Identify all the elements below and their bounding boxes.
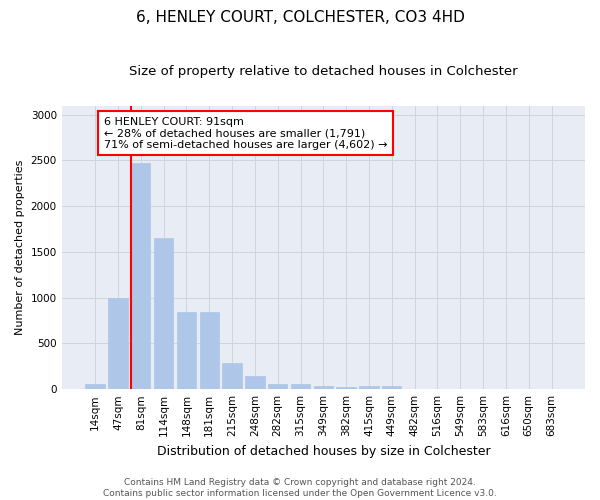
Bar	[337, 387, 356, 389]
Bar	[177, 312, 196, 389]
X-axis label: Distribution of detached houses by size in Colchester: Distribution of detached houses by size …	[157, 444, 490, 458]
Bar	[223, 362, 242, 389]
Y-axis label: Number of detached properties: Number of detached properties	[15, 160, 25, 335]
Bar	[154, 238, 173, 389]
Title: Size of property relative to detached houses in Colchester: Size of property relative to detached ho…	[129, 65, 518, 78]
Text: 6, HENLEY COURT, COLCHESTER, CO3 4HD: 6, HENLEY COURT, COLCHESTER, CO3 4HD	[136, 10, 464, 25]
Bar	[382, 386, 401, 389]
Bar	[108, 298, 128, 389]
Bar	[291, 384, 310, 389]
Bar	[314, 386, 333, 389]
Bar	[268, 384, 287, 389]
Text: 6 HENLEY COURT: 91sqm
← 28% of detached houses are smaller (1,791)
71% of semi-d: 6 HENLEY COURT: 91sqm ← 28% of detached …	[104, 116, 388, 150]
Text: Contains HM Land Registry data © Crown copyright and database right 2024.
Contai: Contains HM Land Registry data © Crown c…	[103, 478, 497, 498]
Bar	[200, 312, 219, 389]
Bar	[359, 386, 379, 389]
Bar	[245, 376, 265, 389]
Bar	[131, 163, 151, 389]
Bar	[85, 384, 105, 389]
